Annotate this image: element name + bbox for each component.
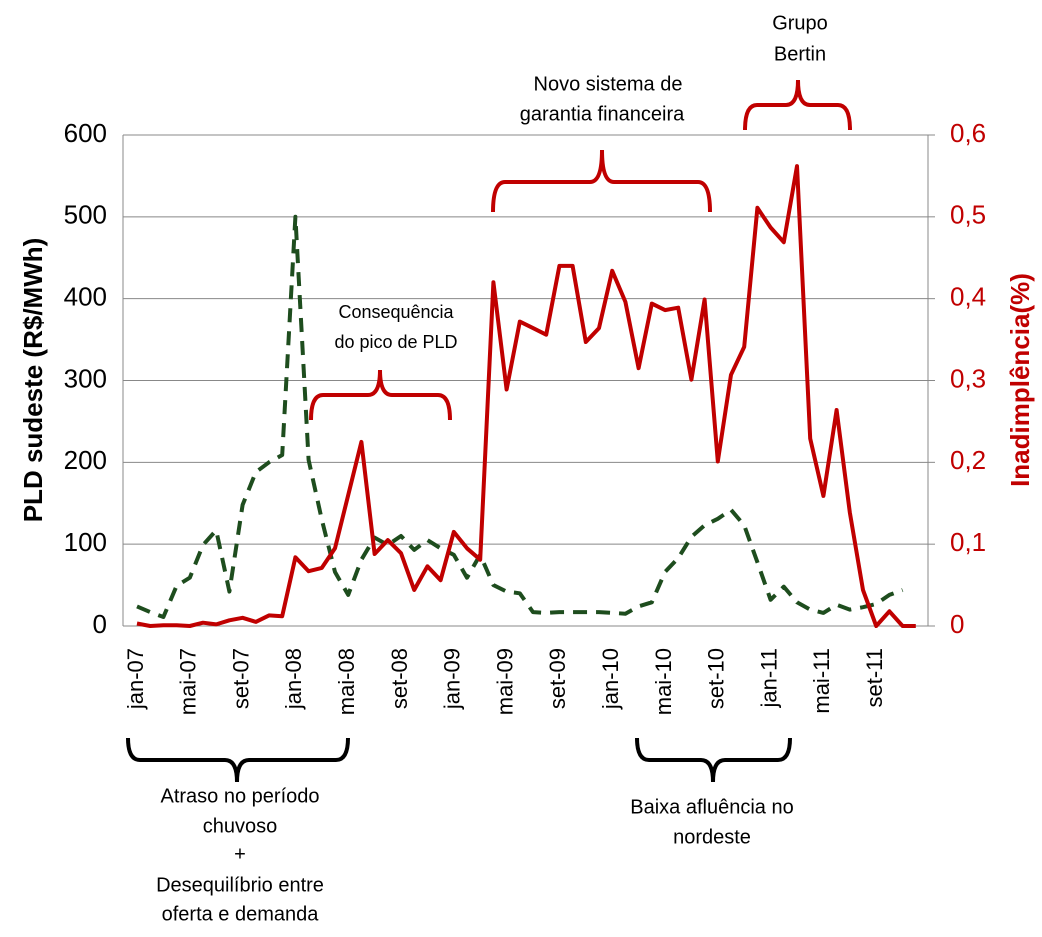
annotation: Baixa afluência no: [630, 796, 793, 818]
x-tick-label: mai-08: [334, 648, 359, 715]
x-tick-label: jan-08: [281, 648, 306, 710]
y2-tick-label: 0,6: [950, 118, 986, 148]
brace: [126, 737, 350, 783]
y2-tick-label: 0,3: [950, 363, 986, 393]
y2-tick-label: 0,4: [950, 282, 986, 312]
y-tick-label: 300: [64, 363, 107, 393]
brace: [309, 369, 452, 421]
x-tick-label: mai-09: [492, 648, 517, 715]
y-axis-title: PLD sudeste (R$/MWh): [18, 238, 48, 523]
braces: [126, 737, 792, 783]
annotation: Novo sistema de: [534, 73, 683, 95]
y-tick-label: 500: [64, 200, 107, 230]
annotation: Desequilíbrio entre: [156, 874, 324, 896]
annotation: garantia financeira: [520, 103, 685, 125]
annotation: +: [234, 843, 246, 865]
y-tick-label: 200: [64, 445, 107, 475]
annotation: do pico de PLD: [334, 332, 457, 352]
grid: [123, 134, 928, 627]
brace: [635, 737, 792, 783]
y2-tick-label: 0,1: [950, 527, 986, 557]
brace: [491, 149, 712, 213]
annotation: chuvoso: [203, 815, 278, 837]
y2-tick-label: 0: [950, 609, 964, 639]
y2-tick-label: 0,5: [950, 200, 986, 230]
y-tick-label: 0: [93, 609, 107, 639]
series-line: [136, 214, 904, 619]
annotation: Consequência: [338, 302, 454, 322]
x-tick-label: jan-10: [598, 648, 623, 710]
annotation: Grupo: [772, 12, 828, 34]
annotations: Grupo Bertin Novo sistema de garantia fi…: [156, 12, 828, 925]
annotation: nordeste: [673, 826, 751, 848]
x-tick-label: mai-07: [176, 648, 201, 715]
y-tick-label: 400: [64, 282, 107, 312]
annotation: Bertin: [774, 43, 826, 65]
brace: [743, 79, 852, 131]
x-tick-label: jan-11: [756, 648, 781, 709]
x-tick-label: mai-10: [651, 648, 676, 715]
x-tick-label: jan-09: [440, 648, 465, 710]
y2-axis-title: Inadimplência(%): [1005, 273, 1035, 487]
series-line: [136, 164, 916, 628]
x-tick-label: set-09: [545, 648, 570, 709]
annotation: Atraso no período: [161, 785, 320, 807]
x-tick-label: set-11: [862, 648, 887, 708]
x-tick-label: jan-07: [123, 648, 148, 710]
x-tick-label: set-10: [704, 648, 729, 709]
y-tick-label: 600: [64, 118, 107, 148]
y-tick-label: 100: [64, 527, 107, 557]
y2-tick-label: 0,2: [950, 445, 986, 475]
x-tick-label: mai-11: [809, 648, 834, 714]
x-tick-label: set-07: [228, 648, 253, 709]
x-tick-label: set-08: [387, 648, 412, 709]
braces: [309, 79, 852, 421]
annotation: oferta e demanda: [162, 903, 320, 925]
